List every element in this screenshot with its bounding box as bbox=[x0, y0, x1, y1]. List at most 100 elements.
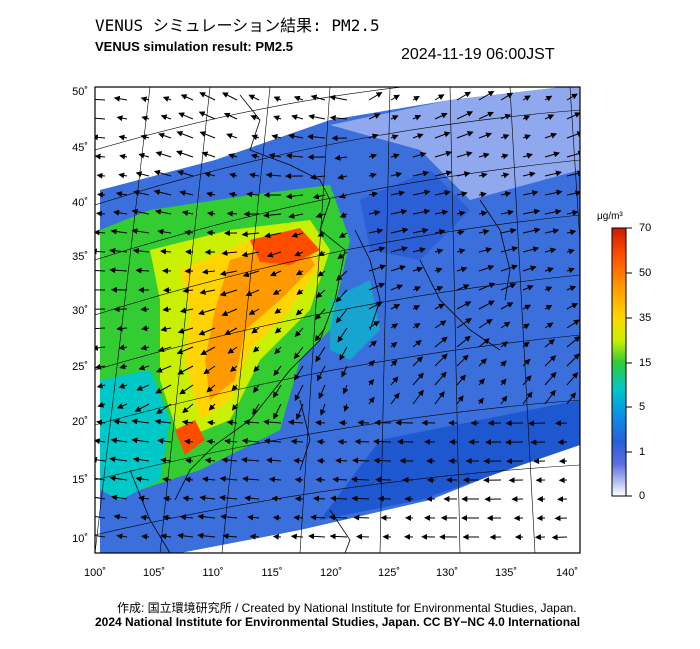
wind-arrow bbox=[95, 134, 106, 141]
wind-arrow bbox=[368, 246, 386, 253]
x-tick-label: 130˚ bbox=[435, 567, 459, 579]
wind-arrow bbox=[95, 344, 106, 351]
wind-arrow bbox=[566, 248, 575, 255]
wind-arrow bbox=[113, 95, 128, 102]
wind-arrow bbox=[522, 375, 532, 386]
wind-arrow bbox=[544, 247, 557, 254]
wind-arrow bbox=[368, 228, 384, 235]
wind-arrow bbox=[95, 496, 106, 500]
wind-arrow bbox=[245, 289, 260, 297]
wind-arrow bbox=[390, 227, 409, 234]
colorbar bbox=[611, 227, 627, 497]
wind-arrow bbox=[207, 210, 216, 217]
wind-arrow bbox=[478, 300, 495, 310]
wind-arrow bbox=[285, 152, 304, 159]
wind-arrow bbox=[566, 353, 580, 367]
wind-arrow bbox=[351, 495, 370, 502]
wind-arrow bbox=[252, 403, 260, 415]
wind-arrow bbox=[272, 533, 282, 540]
wind-arrow bbox=[138, 152, 150, 159]
wind-arrow bbox=[500, 341, 509, 348]
wind-arrow bbox=[412, 305, 421, 311]
wind-arrow bbox=[456, 191, 468, 197]
wind-arrow bbox=[135, 475, 150, 482]
wind-arrow bbox=[158, 346, 172, 353]
wind-arrow bbox=[156, 365, 172, 373]
wind-arrow bbox=[243, 419, 260, 426]
wind-arrow bbox=[478, 210, 488, 217]
wind-arrow bbox=[177, 532, 194, 539]
wind-arrow bbox=[227, 346, 238, 354]
wind-arrow bbox=[116, 325, 128, 332]
wind-arrow bbox=[201, 268, 216, 275]
wind-arrow bbox=[357, 419, 370, 426]
wind-arrow bbox=[242, 270, 260, 278]
wind-arrow bbox=[434, 371, 447, 386]
wind-arrow bbox=[522, 208, 541, 215]
wind-arrow bbox=[434, 353, 448, 367]
wind-arrow bbox=[368, 396, 375, 405]
timestamp: 2024-11-19 06:00JST bbox=[401, 46, 555, 63]
wind-arrow bbox=[253, 384, 260, 394]
y-tick-label: 45˚ bbox=[72, 142, 88, 154]
map-field bbox=[95, 87, 580, 553]
wind-arrow bbox=[249, 533, 260, 540]
wind-arrow bbox=[231, 384, 238, 391]
wind-arrow bbox=[522, 304, 532, 311]
wind-arrow bbox=[97, 191, 106, 198]
wind-arrow bbox=[456, 151, 473, 158]
wind-arrow bbox=[185, 457, 194, 464]
wind-arrow bbox=[272, 289, 282, 295]
wind-arrow bbox=[271, 134, 282, 140]
wind-arrow bbox=[177, 327, 194, 334]
wind-arrow bbox=[95, 456, 106, 463]
wind-arrow bbox=[155, 151, 172, 158]
wind-arrow bbox=[478, 172, 488, 179]
wind-arrow bbox=[544, 267, 554, 273]
wind-arrow bbox=[310, 514, 326, 521]
wind-arrow bbox=[368, 264, 387, 272]
wind-arrow bbox=[390, 208, 408, 215]
wind-arrow bbox=[434, 320, 447, 329]
wind-arrow bbox=[178, 112, 194, 120]
wind-arrow bbox=[140, 344, 150, 351]
wind-arrow bbox=[335, 457, 348, 464]
y-tick-label: 20˚ bbox=[72, 416, 88, 428]
x-tick-label: 140˚ bbox=[555, 567, 579, 579]
wind-arrow bbox=[544, 305, 553, 311]
wind-arrow bbox=[522, 95, 531, 102]
wind-arrow bbox=[134, 403, 150, 412]
wind-arrow bbox=[456, 229, 465, 236]
wind-arrow bbox=[500, 134, 510, 140]
wind-arrow bbox=[180, 94, 194, 101]
wind-arrow bbox=[113, 418, 128, 425]
wind-arrow bbox=[314, 327, 326, 342]
x-tick-label: 125˚ bbox=[377, 567, 401, 579]
wind-arrow bbox=[288, 133, 304, 140]
wind-arrow bbox=[434, 336, 448, 348]
wind-arrow bbox=[456, 248, 466, 255]
wind-arrow bbox=[206, 384, 216, 393]
wind-arrow bbox=[162, 476, 172, 483]
x-tick-label: 115˚ bbox=[261, 567, 283, 579]
wind-arrow bbox=[179, 307, 194, 314]
wind-arrow bbox=[272, 514, 282, 521]
wind-arrow bbox=[95, 229, 106, 236]
wind-arrow bbox=[96, 172, 106, 179]
wind-arrow bbox=[308, 533, 326, 540]
wind-arrow bbox=[544, 170, 562, 177]
wind-arrow bbox=[184, 438, 194, 445]
wind-arrow bbox=[390, 134, 399, 141]
wind-arrow bbox=[335, 308, 348, 324]
wind-arrow bbox=[226, 133, 238, 139]
wind-arrow bbox=[111, 494, 128, 501]
wind-arrow bbox=[153, 169, 172, 177]
wind-arrow bbox=[116, 115, 128, 122]
colorbar-label: 5 bbox=[639, 401, 646, 413]
wind-arrow bbox=[412, 356, 424, 367]
wind-arrow bbox=[118, 383, 128, 389]
wind-arrow bbox=[198, 327, 216, 336]
wind-arrow bbox=[95, 270, 106, 272]
wind-arrow bbox=[95, 98, 106, 101]
wind-arrow bbox=[522, 358, 531, 367]
